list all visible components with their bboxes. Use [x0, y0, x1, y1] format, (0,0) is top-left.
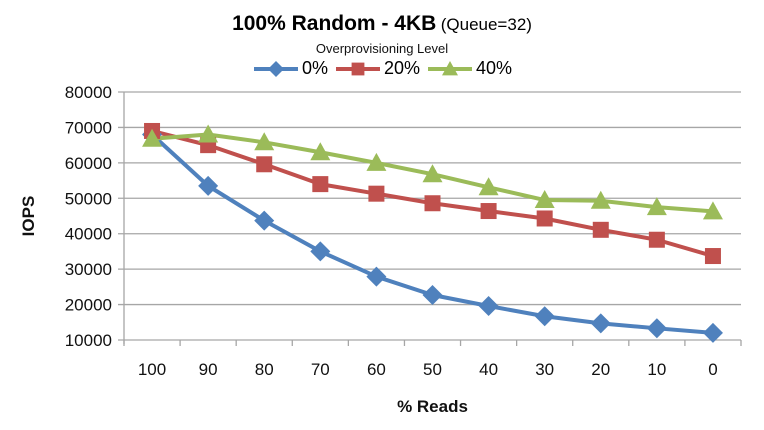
diamond-marker [254, 210, 275, 231]
x-tick-label: 0 [708, 360, 717, 379]
y-tick-label: 20000 [65, 296, 112, 315]
triangle-marker [590, 190, 611, 209]
legend: 0% 20% 40% [0, 58, 764, 79]
triangle-marker [142, 128, 163, 147]
chart-title-main: 100% Random - 4KB [232, 12, 437, 35]
square-marker [704, 248, 721, 265]
x-tick-label: 30 [535, 360, 554, 379]
series-20pct [151, 129, 714, 258]
square-marker [351, 62, 365, 75]
series-line [151, 129, 714, 258]
legend-title: Overprovisioning Level [315, 41, 449, 56]
x-tick-label: 100 [138, 360, 166, 379]
x-tick-label: 20 [591, 360, 610, 379]
triangle-marker [478, 177, 499, 196]
chart-title-suffix: (Queue=32) [440, 15, 532, 34]
diamond-marker [702, 322, 723, 343]
square-marker [256, 156, 273, 173]
y-tick-label: 40000 [65, 225, 112, 244]
triangle-marker [702, 201, 723, 220]
square-marker [312, 176, 329, 193]
legend-label: 0% [301, 58, 328, 78]
triangle-marker [534, 190, 555, 209]
legend-item-40pct: 40% [426, 58, 512, 79]
diamond-marker [590, 313, 611, 334]
y-tick-label: 60000 [65, 154, 112, 173]
triangle-marker [366, 152, 387, 171]
diamond-marker [422, 285, 443, 306]
x-axis-title: % Reads [397, 397, 468, 416]
square-marker [648, 231, 665, 248]
diamond-marker [310, 241, 331, 262]
diamond-marker [478, 295, 499, 316]
square-legend-icon [335, 62, 380, 75]
x-tick-label: 90 [199, 360, 218, 379]
square-marker [592, 221, 609, 238]
y-axis-title: IOPS [19, 196, 38, 237]
triangle-marker [442, 60, 458, 75]
series-markers-40pct [142, 124, 723, 220]
x-tick-label: 10 [647, 360, 666, 379]
triangle-marker [646, 197, 667, 216]
x-tick-label: 50 [423, 360, 442, 379]
y-tick-label: 80000 [65, 83, 112, 102]
x-tick-label: 70 [311, 360, 330, 379]
y-tick-label: 10000 [65, 331, 112, 350]
triangle-legend-icon [428, 60, 472, 75]
square-marker [424, 195, 441, 212]
diamond-marker [534, 306, 555, 327]
legend-label: 40% [476, 58, 513, 78]
legend-item-20pct: 20% [334, 58, 420, 79]
diamond-legend-icon [253, 60, 298, 77]
triangle-marker [310, 142, 331, 161]
square-marker [368, 185, 385, 202]
x-tick-label: 40 [479, 360, 498, 379]
diamond-marker [198, 175, 219, 196]
y-tick-label: 30000 [65, 260, 112, 279]
y-tick-label: 50000 [65, 189, 112, 208]
diamond-marker [366, 266, 387, 287]
square-marker [536, 210, 553, 227]
diamond-marker [646, 318, 667, 339]
legend-item-0pct: 0% [252, 58, 328, 79]
series-markers-20pct [144, 122, 721, 265]
x-tick-label: 80 [255, 360, 274, 379]
legend-label: 20% [383, 58, 420, 78]
chart-title: 100% Random - 4KB (Queue=32) [0, 12, 764, 36]
x-tick-label: 60 [367, 360, 386, 379]
square-marker [480, 203, 497, 220]
triangle-marker [422, 164, 443, 183]
diamond-marker [267, 60, 284, 77]
triangle-marker [254, 132, 275, 151]
y-tick-label: 70000 [65, 118, 112, 137]
triangle-marker [198, 124, 219, 143]
